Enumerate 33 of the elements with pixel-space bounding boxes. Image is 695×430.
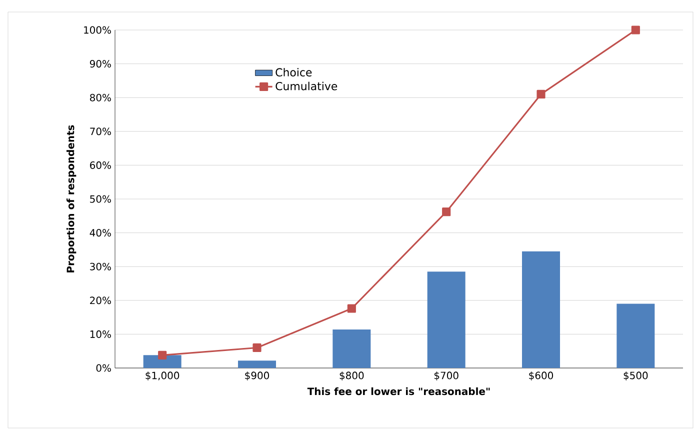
x-tick-label: $600 (529, 372, 554, 381)
bar (238, 360, 276, 368)
legend-label: Cumulative (276, 82, 338, 90)
y-axis-title: Proportion of respondents (66, 125, 76, 272)
point (252, 343, 262, 352)
y-tick-label: 80% (90, 94, 111, 102)
y-tick-label: 40% (90, 229, 111, 237)
y-tick-label: 30% (90, 262, 111, 270)
x-axis-title: This fee or lower is "reasonable" (307, 387, 490, 396)
point (347, 304, 356, 313)
point (442, 208, 451, 216)
x-tick-label: $500 (624, 372, 648, 381)
y-tick-label: 90% (90, 60, 111, 68)
y-tick-label: 60% (90, 161, 111, 169)
y-tick-label: 70% (90, 128, 111, 136)
x-tick-label: $800 (340, 372, 364, 381)
x-tick-label: $700 (434, 372, 458, 381)
legend-label: Choice (276, 68, 312, 76)
y-tick-label: 100% (84, 26, 111, 34)
point (158, 350, 167, 360)
x-tick-label: $900 (245, 372, 270, 381)
y-tick-label: 10% (90, 330, 111, 338)
bar (332, 329, 371, 368)
bar (427, 272, 466, 368)
y-tick-label: 20% (90, 296, 111, 304)
y-tick-label: 0% (96, 364, 111, 372)
point (536, 90, 546, 99)
bar (616, 304, 655, 368)
x-tick-label: $1,000 (146, 372, 180, 381)
point (631, 26, 640, 34)
bar (143, 355, 182, 368)
y-tick-label: 50% (90, 195, 111, 203)
bar (522, 251, 560, 368)
